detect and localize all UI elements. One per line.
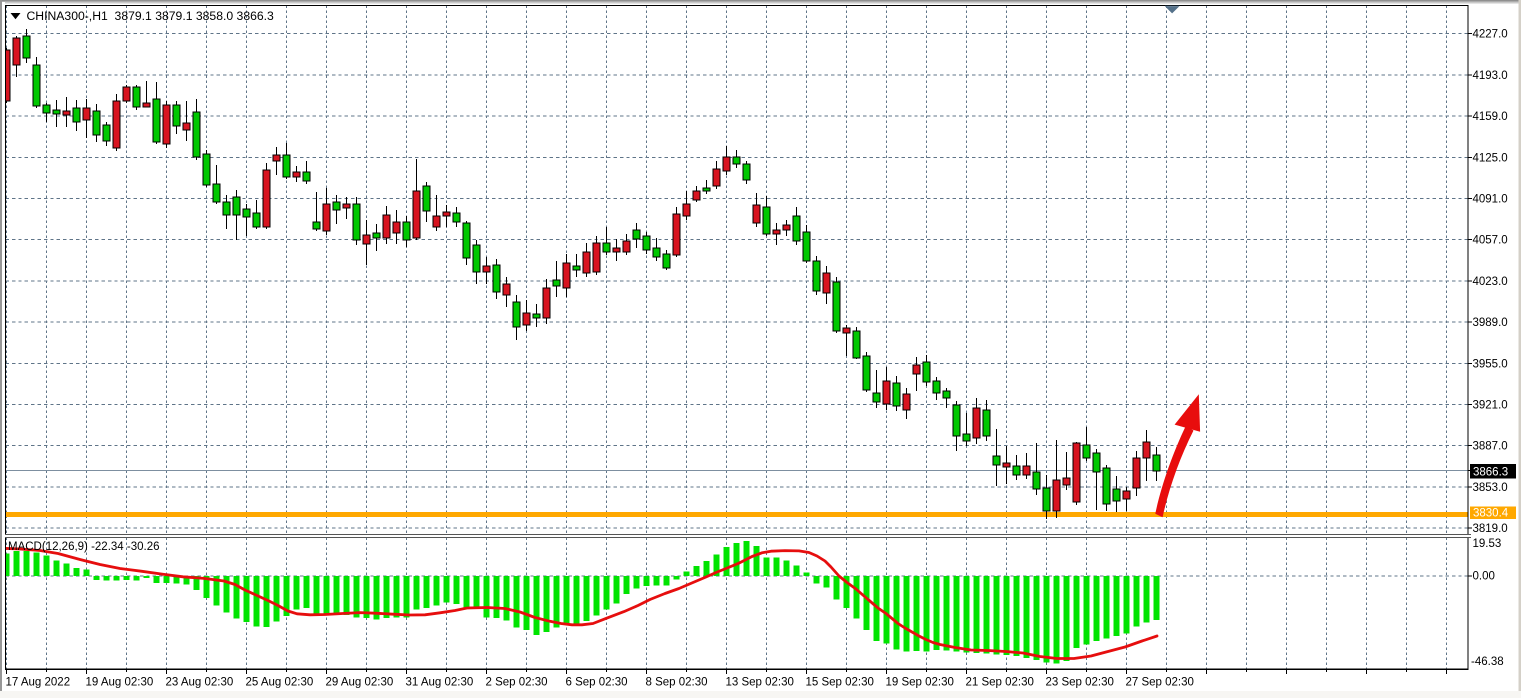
svg-text:6 Sep 02:30: 6 Sep 02:30 (566, 677, 628, 689)
svg-text:29 Aug 02:30: 29 Aug 02:30 (326, 677, 394, 689)
svg-text:4159.0: 4159.0 (1473, 111, 1508, 123)
svg-text:0.00: 0.00 (1473, 571, 1495, 583)
svg-text:25 Aug 02:30: 25 Aug 02:30 (246, 677, 314, 689)
svg-text:19 Aug 02:30: 19 Aug 02:30 (86, 677, 154, 689)
svg-text:23 Aug 02:30: 23 Aug 02:30 (166, 677, 234, 689)
svg-text:23 Sep 02:30: 23 Sep 02:30 (1046, 677, 1114, 689)
svg-text:3853.0: 3853.0 (1473, 482, 1508, 494)
svg-text:8 Sep 02:30: 8 Sep 02:30 (646, 677, 708, 689)
svg-text:31 Aug 02:30: 31 Aug 02:30 (406, 677, 474, 689)
svg-text:19 Sep 02:30: 19 Sep 02:30 (886, 677, 954, 689)
svg-text:3819.0: 3819.0 (1473, 523, 1508, 535)
svg-text:3830.4: 3830.4 (1473, 508, 1509, 520)
svg-text:4091.0: 4091.0 (1473, 194, 1508, 206)
svg-text:3955.0: 3955.0 (1473, 358, 1508, 370)
svg-text:3887.0: 3887.0 (1473, 441, 1508, 453)
svg-text:4227.0: 4227.0 (1473, 29, 1508, 41)
svg-text:13 Sep 02:30: 13 Sep 02:30 (726, 677, 794, 689)
svg-text:3989.0: 3989.0 (1473, 317, 1508, 329)
svg-text:4023.0: 4023.0 (1473, 276, 1508, 288)
svg-text:MACD(12,26,9) -22.34 -30.26: MACD(12,26,9) -22.34 -30.26 (8, 541, 160, 553)
svg-text:2 Sep 02:30: 2 Sep 02:30 (486, 677, 548, 689)
svg-text:27 Sep 02:30: 27 Sep 02:30 (1126, 677, 1194, 689)
svg-text:19.53: 19.53 (1473, 538, 1502, 550)
svg-text:3866.3: 3866.3 (1473, 467, 1508, 479)
svg-text:4125.0: 4125.0 (1473, 152, 1508, 164)
svg-text:3921.0: 3921.0 (1473, 400, 1508, 412)
svg-text:15 Sep 02:30: 15 Sep 02:30 (806, 677, 874, 689)
svg-text:-46.38: -46.38 (1471, 656, 1504, 668)
svg-text:4193.0: 4193.0 (1473, 70, 1508, 82)
svg-text:17 Aug 2022: 17 Aug 2022 (6, 677, 71, 689)
svg-text:21 Sep 02:30: 21 Sep 02:30 (966, 677, 1034, 689)
svg-text:CHINA300-,H1 3879.1 3879.1 38: CHINA300-,H1 3879.1 3879.1 3858.0 3866.3 (27, 9, 275, 23)
svg-text:4057.0: 4057.0 (1473, 235, 1508, 247)
